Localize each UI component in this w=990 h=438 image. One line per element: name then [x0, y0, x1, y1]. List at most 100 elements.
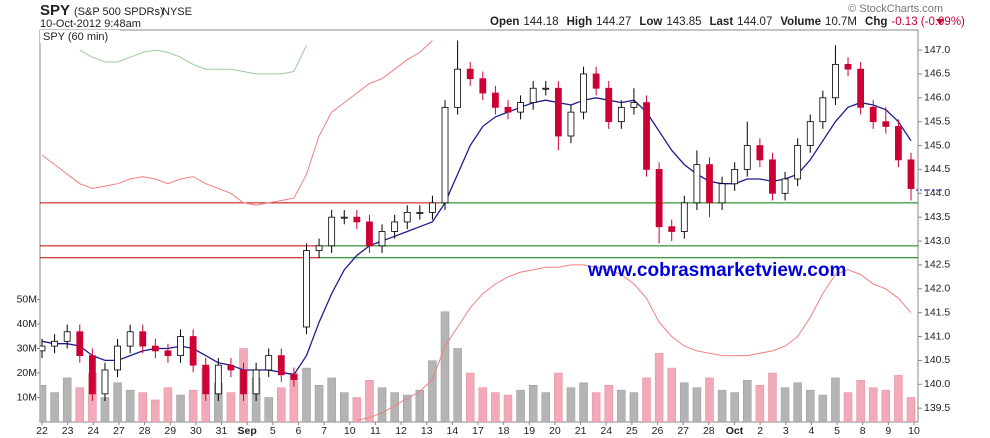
candle-body: [706, 164, 713, 204]
candle-body: [554, 87, 562, 137]
candle-body: [769, 159, 776, 194]
y-tick-label: 147.0: [924, 44, 950, 56]
volume-bar: [113, 382, 122, 422]
x-tick-label: 5: [834, 425, 840, 437]
candle-body: [605, 87, 613, 123]
quote-value: 144.07: [737, 16, 772, 28]
candle-body: [668, 226, 676, 232]
candle-body: [177, 336, 184, 357]
x-tick-label: Oct: [726, 425, 744, 437]
overlay-line: [41, 40, 433, 206]
candle-body: [366, 221, 373, 247]
candle-body: [240, 369, 247, 395]
quote-label: Chg: [865, 16, 887, 28]
volume-tick-label: 40M: [17, 318, 37, 330]
volume-bar: [440, 311, 450, 422]
volume-bar: [415, 389, 425, 422]
candle-body: [315, 245, 323, 251]
volume-bar: [377, 387, 387, 422]
legend: SPY (60 min): [43, 31, 108, 43]
candle-body: [114, 345, 121, 371]
x-tick-label: 8: [860, 425, 866, 437]
volume-bar: [75, 387, 85, 422]
candle-body: [617, 106, 625, 123]
candle-body: [378, 231, 386, 247]
volume-bar: [40, 385, 47, 422]
x-tick-label: 11: [370, 425, 381, 437]
candle-body: [265, 355, 273, 371]
candle-body: [529, 87, 537, 103]
volume-bar: [730, 392, 739, 422]
candle-body: [731, 169, 739, 185]
quote-label: High: [567, 16, 593, 28]
candle-body: [88, 355, 96, 395]
x-tick-label: 13: [421, 425, 433, 437]
candle-body: [290, 374, 298, 380]
volume-bar: [365, 380, 374, 422]
x-tick-label: 29: [164, 425, 176, 437]
candle-body: [680, 202, 688, 232]
candle-body: [51, 340, 58, 347]
volume-bar: [516, 389, 525, 422]
candle-body: [416, 211, 424, 214]
volume-bar: [491, 392, 500, 422]
candle-body: [580, 73, 587, 113]
y-tick-label: 145.5: [924, 115, 950, 127]
volume-tick-label: 20M: [17, 367, 37, 379]
volume-bar: [881, 389, 891, 422]
source: © StockCharts.com: [848, 3, 943, 15]
y-tick-label: 141.5: [924, 306, 950, 318]
volume-bar: [138, 392, 148, 422]
candle-body: [340, 216, 348, 219]
candle-body: [429, 202, 436, 213]
candle-body: [479, 78, 487, 94]
volume-bar: [642, 377, 651, 422]
candle-body: [693, 164, 701, 204]
volume-bar: [163, 387, 173, 422]
volume-bar: [188, 389, 198, 422]
candle-body: [718, 183, 726, 204]
volume-bar: [705, 377, 714, 422]
exchange: NYSE: [162, 6, 192, 18]
volume-bar: [717, 389, 727, 422]
quote-value: 144.18: [523, 16, 558, 28]
quote-label: Last: [710, 16, 734, 28]
candle-body: [806, 121, 814, 146]
volume-bar: [554, 372, 563, 422]
candle-body: [542, 87, 550, 90]
candle-body: [151, 345, 159, 352]
candle-body: [857, 68, 865, 108]
volume-bar: [604, 385, 613, 422]
candle-body: [907, 159, 915, 189]
candle-body: [794, 145, 802, 180]
x-tick-label: 5: [270, 425, 276, 437]
candle-body: [63, 331, 71, 342]
quote-label: Low: [639, 16, 662, 28]
candle-body: [743, 145, 751, 170]
x-tick-label: 7: [321, 425, 327, 437]
volume-bar: [579, 382, 588, 422]
volume-bar: [793, 382, 802, 422]
x-tick-label: 22: [36, 425, 48, 437]
y-tick-label: 143.0: [924, 235, 950, 247]
volume-bar: [629, 392, 639, 422]
x-tick-label: 27: [677, 425, 689, 437]
volume-bar: [402, 394, 412, 422]
volume-bar: [805, 389, 815, 422]
volume-bar: [667, 367, 676, 422]
candle-body: [630, 102, 638, 108]
x-tick-label: 10: [344, 425, 356, 437]
candle-body: [819, 97, 827, 123]
x-tick-label: 23: [62, 425, 74, 437]
x-tick-label: 25: [626, 425, 638, 437]
candle-body: [353, 216, 361, 223]
volume-bar: [428, 360, 437, 422]
volume-bar: [768, 372, 777, 422]
volume-bar: [868, 387, 878, 422]
x-tick-label: 19: [523, 425, 535, 437]
volume-bar: [176, 394, 185, 422]
quote-label: Open: [490, 16, 519, 28]
x-tick-label: 24: [600, 425, 612, 437]
x-tick-label: 27: [113, 425, 125, 437]
candle-body: [277, 355, 285, 376]
